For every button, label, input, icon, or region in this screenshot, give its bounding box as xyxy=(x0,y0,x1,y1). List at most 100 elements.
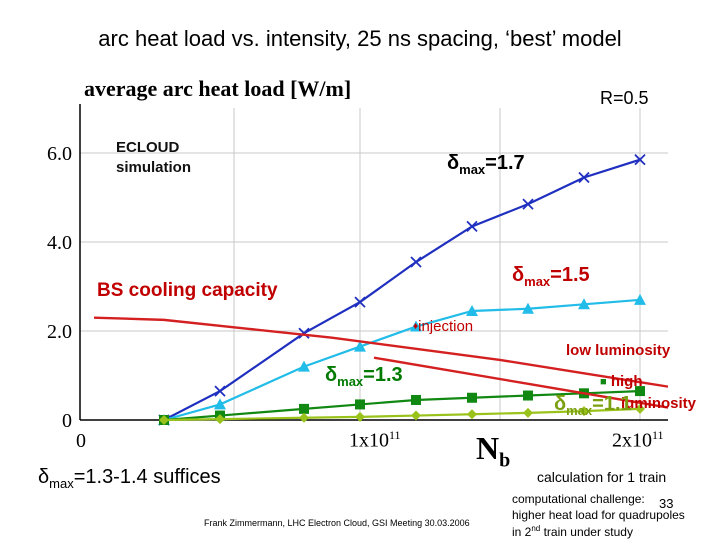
y-tick-label: 6.0 xyxy=(47,143,72,165)
page-number: 33 xyxy=(659,496,674,511)
y-ticks: 0 2.0 4.0 6.0 xyxy=(47,143,72,432)
diamond-marker xyxy=(635,403,645,414)
x-marker xyxy=(634,154,646,166)
square-icon: ■ xyxy=(600,376,607,388)
note3-sup: nd xyxy=(531,524,541,533)
marker-stroke xyxy=(214,385,226,397)
square-marker xyxy=(635,386,645,397)
series xyxy=(93,154,669,426)
x-axis-label: Nb xyxy=(476,430,510,472)
high-text: high xyxy=(610,373,643,390)
delta-value: =1.5 xyxy=(550,264,590,286)
x-tick-1: 1x1011 xyxy=(349,428,401,453)
low-luminosity-label: low luminosity xyxy=(566,342,671,359)
diamond-marker xyxy=(299,412,309,423)
series-line-5 xyxy=(373,356,669,409)
diamond-marker xyxy=(215,414,225,425)
injection-text: injection xyxy=(418,318,474,335)
delta-sub: max xyxy=(459,162,486,177)
x-marker xyxy=(578,171,590,184)
x-marker xyxy=(522,198,534,210)
x-tick-2: 2x1011 xyxy=(612,428,664,453)
diamond-icon: ♦ xyxy=(413,321,419,332)
x-axis-sub: b xyxy=(499,449,511,472)
delta-symbol: δ xyxy=(38,466,50,488)
triangle-marker xyxy=(578,298,590,310)
delta-symbol: δ xyxy=(447,152,460,174)
delta-11-label: δmax=1.1 xyxy=(554,393,632,418)
marker-stroke xyxy=(522,198,534,210)
x-marker xyxy=(298,327,310,339)
note-line-3: in 2nd train under study xyxy=(512,524,633,539)
delta-value: =1.1 xyxy=(592,393,632,415)
high-luminosity-label-2: luminosity xyxy=(621,395,697,412)
square-marker xyxy=(299,403,309,414)
triangle-marker xyxy=(298,360,310,372)
plot-title: average arc heat load [W/m] xyxy=(84,76,352,101)
delta-sub: max xyxy=(49,476,74,491)
delta-symbol: δ xyxy=(554,393,567,415)
marker-stroke xyxy=(354,296,366,308)
series-line-4 xyxy=(93,316,669,388)
marker-stroke xyxy=(410,256,422,268)
square-marker xyxy=(355,399,365,410)
injection-label: ♦injection xyxy=(413,318,473,335)
marker-stroke xyxy=(634,154,646,166)
y-tick-label: 4.0 xyxy=(47,232,72,254)
delta-value: =1.7 xyxy=(485,152,525,174)
marker-stroke xyxy=(466,220,478,233)
x-marker xyxy=(354,296,366,308)
delta-symbol: δ xyxy=(512,264,525,286)
triangle-marker xyxy=(522,302,534,314)
x-tick-mantissa: 0 xyxy=(76,430,86,452)
x-tick-mantissa: 2x10 xyxy=(612,429,652,452)
note-line-2: higher heat load for quadrupoles xyxy=(512,508,685,522)
square-marker xyxy=(467,392,477,403)
x-tick-exp: 11 xyxy=(652,428,664,442)
y-tick-label: 2.0 xyxy=(47,321,72,343)
x-marker xyxy=(410,256,422,268)
delta-sub: max xyxy=(566,403,593,418)
marker-stroke xyxy=(578,171,590,184)
diamond-marker xyxy=(159,415,169,425)
marker-stroke xyxy=(298,327,310,339)
high-luminosity-label-1: ■ high xyxy=(600,373,642,390)
y-tick-label: 0 xyxy=(62,410,72,432)
delta-17-label: δmax=1.7 xyxy=(447,152,525,177)
x-tick-exp: 11 xyxy=(389,428,401,442)
x-marker xyxy=(214,385,226,397)
triangle-marker xyxy=(214,398,226,410)
diamond-marker xyxy=(355,411,365,422)
slide-title: arc heat load vs. intensity, 25 ns spaci… xyxy=(98,26,622,51)
delta-13-label: δmax=1.3 xyxy=(325,364,403,389)
triangle-marker xyxy=(634,293,646,305)
suffices-label: δmax=1.3-1.4 suffices xyxy=(38,466,221,491)
square-marker xyxy=(523,390,533,401)
delta-sub: max xyxy=(337,374,364,389)
square-marker xyxy=(411,394,421,405)
footer-text: Frank Zimmermann, LHC Electron Cloud, GS… xyxy=(204,518,470,528)
note3-a: in 2 xyxy=(512,525,532,539)
delta-value: =1.3 xyxy=(363,364,403,386)
diamond-marker xyxy=(467,409,477,420)
ecloud-label-2: simulation xyxy=(116,159,192,176)
r-label: R=0.5 xyxy=(600,88,649,108)
diamond-marker xyxy=(579,406,589,417)
triangle-marker xyxy=(354,340,366,352)
ecloud-label-1: ECLOUD xyxy=(116,139,180,156)
note-line-1: computational challenge: xyxy=(512,492,645,506)
x-marker xyxy=(466,220,478,233)
delta-15-label: δmax=1.5 xyxy=(512,264,590,289)
suffices-text: =1.3-1.4 suffices xyxy=(73,466,221,488)
diamond-marker xyxy=(411,410,421,421)
calc-note: calculation for 1 train xyxy=(537,469,667,485)
note3-b: train under study xyxy=(540,525,633,539)
bs-cooling-label: BS cooling capacity xyxy=(97,280,278,301)
triangle-marker xyxy=(410,320,422,332)
delta-sub: max xyxy=(524,274,551,289)
triangle-marker xyxy=(466,304,478,316)
delta-symbol: δ xyxy=(325,364,338,386)
x-axis-n: N xyxy=(476,430,500,466)
x-tick-0: 0 xyxy=(76,430,86,453)
